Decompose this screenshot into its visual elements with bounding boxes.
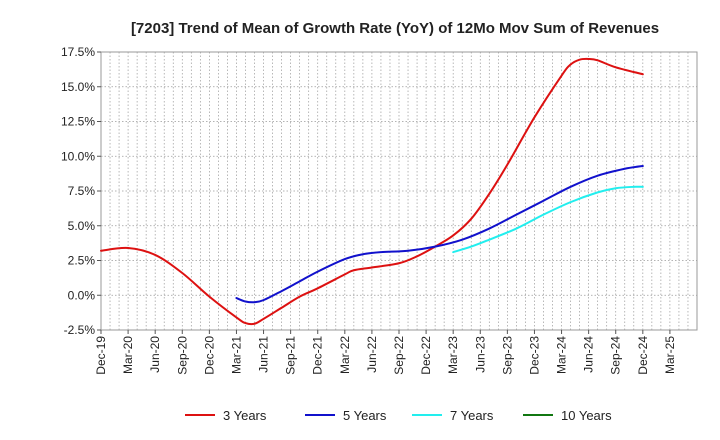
x-tick-label: Jun-22 bbox=[365, 336, 379, 373]
x-tick-label: Sep-24 bbox=[609, 336, 623, 375]
x-tick-label: Jun-24 bbox=[582, 336, 596, 373]
chart-title: [7203] Trend of Mean of Growth Rate (YoY… bbox=[131, 20, 659, 37]
legend-label-5-years: 5 Years bbox=[343, 408, 387, 423]
y-tick-label: 2.5% bbox=[68, 254, 96, 268]
series-line-7-years bbox=[452, 185, 644, 254]
y-tick-label: 17.5% bbox=[61, 45, 95, 59]
x-tick-label: Sep-20 bbox=[175, 336, 189, 375]
x-tick-label: Dec-22 bbox=[419, 336, 433, 375]
y-tick-label: 0.0% bbox=[68, 288, 96, 302]
x-tick-label: Sep-21 bbox=[284, 336, 298, 375]
y-tick-label: 7.5% bbox=[68, 184, 96, 198]
x-tick-label: Mar-21 bbox=[229, 336, 243, 374]
x-tick-label: Mar-23 bbox=[446, 336, 460, 374]
x-tick-label: Mar-22 bbox=[338, 336, 352, 374]
x-tick-label: Jun-20 bbox=[148, 336, 162, 373]
x-tick-label: Mar-20 bbox=[121, 336, 135, 374]
y-tick-label: 12.5% bbox=[61, 115, 95, 129]
grid bbox=[100, 51, 698, 331]
x-tick-label: Dec-23 bbox=[527, 336, 541, 375]
legend-label-3-years: 3 Years bbox=[223, 408, 267, 423]
series-line-5-years bbox=[235, 164, 644, 304]
x-tick-label: Sep-23 bbox=[500, 336, 514, 375]
legend: 3 Years 5 Years 7 Years 10 Years bbox=[185, 408, 612, 423]
x-tick-label: Dec-19 bbox=[94, 336, 108, 375]
x-tick-label: Jun-23 bbox=[473, 336, 487, 373]
y-tick-label: 15.0% bbox=[61, 80, 95, 94]
x-tick-label: Sep-22 bbox=[392, 336, 406, 375]
x-tick-label: Dec-21 bbox=[311, 336, 325, 375]
y-tick-label: 5.0% bbox=[68, 219, 96, 233]
series-line-3-years bbox=[100, 57, 644, 326]
axes: -2.5% 0.0% 2.5% 5.0% 7.5% 10.0% 12.5% 15.0% 17.5… bbox=[61, 45, 677, 375]
x-tick-label: Jun-21 bbox=[257, 336, 271, 373]
x-tick-label: Mar-24 bbox=[555, 336, 569, 374]
y-tick-label: 10.0% bbox=[61, 149, 95, 163]
legend-label-7-years: 7 Years bbox=[450, 408, 494, 423]
x-tick-label: Mar-25 bbox=[663, 336, 677, 374]
y-tick-label: -2.5% bbox=[64, 323, 96, 337]
x-tick-label: Dec-24 bbox=[636, 336, 650, 375]
series-lines bbox=[100, 57, 644, 326]
x-tick-label: Dec-20 bbox=[202, 336, 216, 375]
legend-label-10-years: 10 Years bbox=[561, 408, 612, 423]
